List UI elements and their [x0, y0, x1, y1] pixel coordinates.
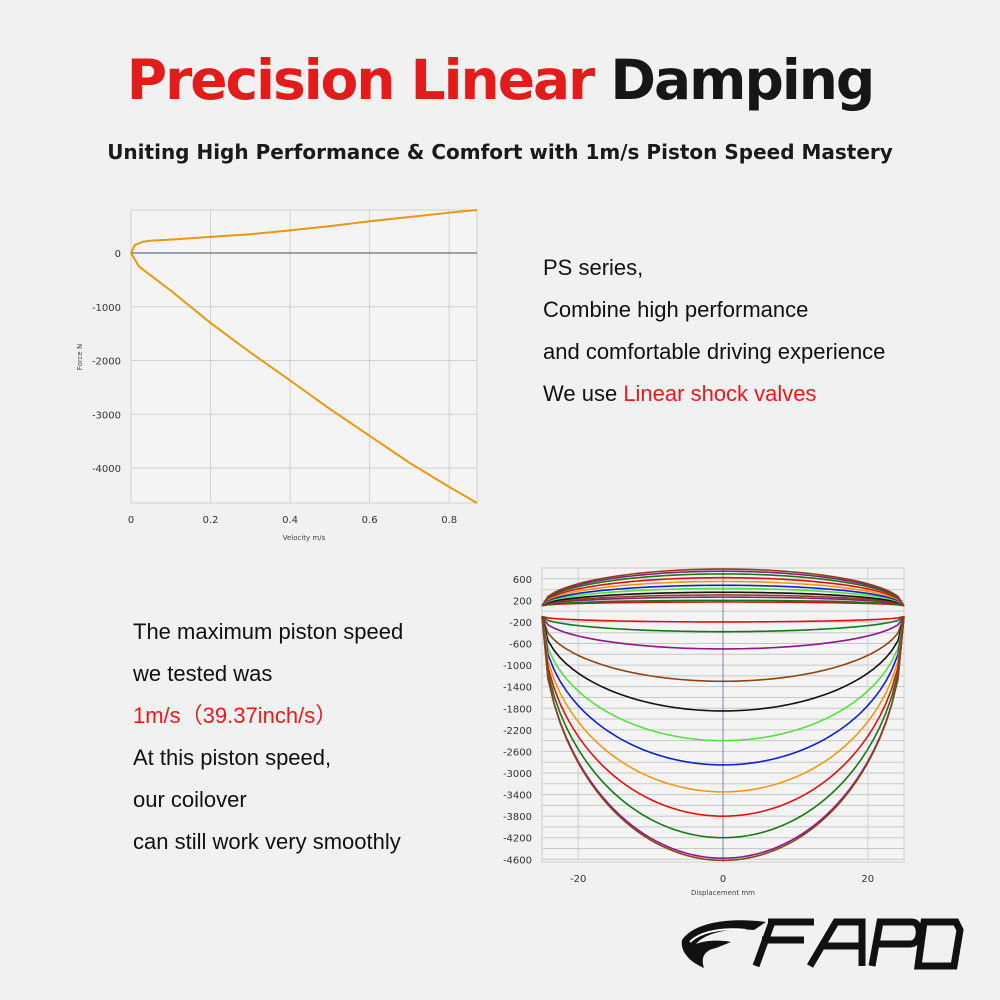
y-tick-label: -2000: [92, 357, 121, 368]
text-line: we tested was: [133, 661, 273, 686]
y-tick-label: -1800: [503, 704, 532, 715]
series-rebound-line: [541, 616, 905, 860]
highlight-text: Linear shock valves: [623, 381, 817, 406]
series-compression-line: [541, 594, 905, 607]
x-tick-label: 0.2: [203, 515, 219, 526]
y-tick-label: -200: [509, 618, 532, 629]
y-tick-label: 0: [115, 249, 121, 260]
y-tick-label: -2200: [503, 726, 532, 737]
text-line: can still work very smoothly: [133, 829, 401, 854]
y-tick-label: 600: [513, 575, 532, 586]
y-tick-label: -2600: [503, 747, 532, 758]
y-tick-label: -4600: [503, 855, 532, 866]
right-description: PS series, Combine high performance and …: [543, 247, 885, 415]
text-line: Combine high performance: [543, 297, 809, 322]
x-tick-label: 0: [128, 515, 134, 526]
left-description: The maximum piston speed we tested was 1…: [133, 611, 403, 863]
title-red: Precision Linear: [126, 48, 595, 112]
text-line: PS series,: [543, 255, 644, 280]
series-rebound-line: [541, 616, 905, 683]
x-tick-label: 0.4: [282, 515, 298, 526]
x-tick-label: 0: [720, 874, 726, 885]
series-rebound-line: [541, 616, 905, 742]
subtitle: Uniting High Performance & Comfort with …: [107, 140, 893, 164]
series-compression-line: [541, 601, 905, 607]
text-line: We use Linear shock valves: [543, 373, 885, 415]
y-tick-label: -3000: [503, 769, 532, 780]
text-line: and comfortable driving experience: [543, 339, 886, 364]
series-compression-line: [541, 570, 905, 607]
series-compression-line: [541, 596, 905, 607]
x-tick-label: -20: [570, 874, 586, 885]
series-compression-line: [541, 599, 905, 607]
y-tick-label: -4000: [92, 464, 121, 475]
x-tick-label: 20: [861, 874, 874, 885]
highlight-text: 1m/s（39.37inch/s）: [133, 703, 338, 728]
series-compression-line: [541, 573, 905, 607]
page-title: Precision Linear Damping: [0, 48, 1000, 112]
series-compression-line: [541, 576, 905, 607]
series-compression-line: [541, 587, 905, 607]
series-rebound-line: [541, 616, 905, 793]
y-tick-label: -3400: [503, 791, 532, 802]
series-compression-line: [541, 580, 905, 607]
series-rebound-line: [541, 616, 905, 650]
series-rebound-line: [541, 616, 905, 839]
series-rebound-line: [541, 616, 905, 817]
y-axis-label: Force N: [76, 344, 84, 370]
x-tick-label: 0.6: [362, 515, 378, 526]
y-tick-label: 200: [513, 596, 532, 607]
series-rebound-line: [541, 615, 905, 623]
text-prefix: We use: [543, 381, 624, 406]
series-rebound-line: [541, 615, 905, 633]
text-line: The maximum piston speed: [133, 619, 404, 644]
series-line: [130, 252, 478, 504]
y-tick-label: -4200: [503, 834, 532, 845]
series-compression-line: [541, 591, 905, 607]
series-line: [130, 209, 478, 254]
y-tick-label: -600: [509, 640, 532, 651]
y-tick-label: -1000: [503, 661, 532, 672]
y-tick-label: -3000: [92, 410, 121, 421]
plot-area: [130, 209, 478, 504]
x-axis-label: Displacement mm: [691, 889, 755, 897]
title-dark: Damping: [610, 48, 875, 112]
text-line: At this piston speed,: [133, 745, 332, 770]
x-tick-label: 0.8: [441, 515, 457, 526]
y-tick-label: -3800: [503, 812, 532, 823]
text-line: our coilover: [133, 787, 247, 812]
x-axis-label: Velocity m/s: [283, 534, 326, 542]
fapo-logo: [681, 918, 964, 970]
series-compression-line: [541, 568, 905, 607]
series-compression-line: [541, 584, 905, 607]
series-rebound-line: [541, 616, 905, 862]
y-tick-label: -1000: [92, 303, 121, 314]
series-rebound-line: [541, 616, 905, 766]
series-rebound-line: [541, 616, 905, 712]
y-tick-label: -1400: [503, 683, 532, 694]
